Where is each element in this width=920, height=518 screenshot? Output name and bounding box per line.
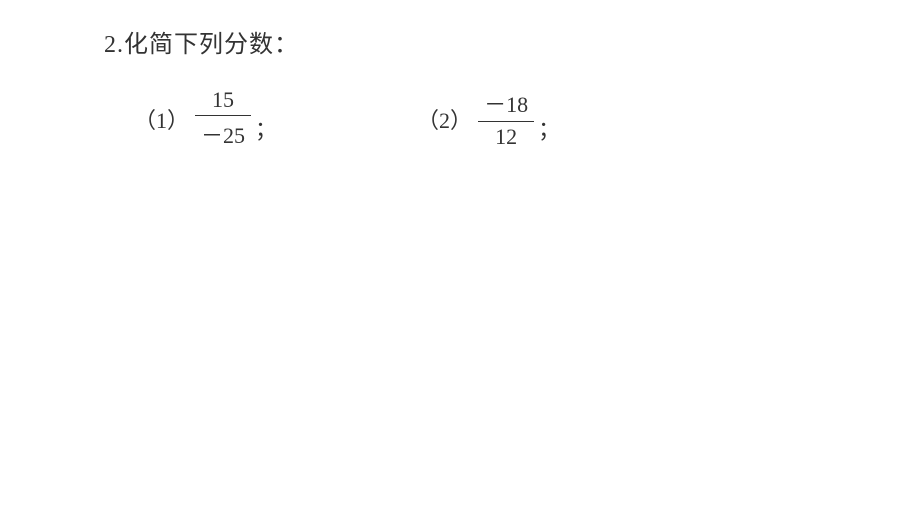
fraction-1-denominator: －25 [195, 116, 251, 150]
fraction-2-denominator: 12 [483, 122, 529, 150]
problem-title: 2.化简下列分数： [104, 24, 854, 59]
fraction-2: －18 12 [478, 87, 534, 150]
subproblem-1-label: （1） [134, 103, 189, 135]
subproblem-1: （1） 15 －25 ； [134, 87, 277, 150]
fraction-2-numerator: －18 [478, 87, 534, 121]
subproblem-2-label: （2） [417, 103, 472, 135]
subproblem-2-terminator: ； [538, 112, 560, 150]
subproblems-row: （1） 15 －25 ； （2） －18 12 ； [104, 87, 854, 150]
subproblem-2: （2） －18 12 ； [417, 87, 560, 150]
fraction-1-numerator: 15 [200, 87, 246, 115]
problem-container: 2.化简下列分数： （1） 15 －25 ； （2） －18 12 ； [104, 24, 854, 150]
fraction-1: 15 －25 [195, 87, 251, 150]
subproblem-1-terminator: ； [255, 112, 277, 150]
